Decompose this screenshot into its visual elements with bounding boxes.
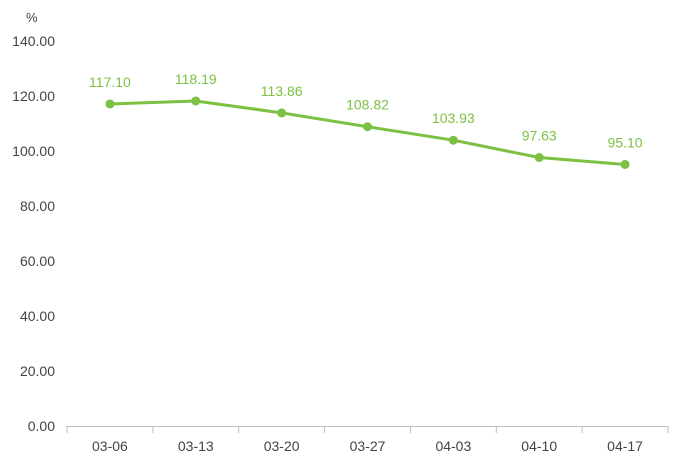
x-tick-label: 03-13 <box>178 438 214 454</box>
x-tick-label: 04-10 <box>521 438 557 454</box>
x-tick-label: 04-03 <box>435 438 471 454</box>
data-labels: 117.10 118.19 113.86 108.82 103.93 97.63 95.10 <box>89 71 643 150</box>
x-tick-label: 03-27 <box>350 438 386 454</box>
x-tick-label: 04-17 <box>607 438 643 454</box>
y-axis-ticks: 0.00 20.00 40.00 60.00 80.00 100.00 120.00 140.… <box>12 33 55 434</box>
data-point <box>448 135 458 145</box>
y-axis-unit-label: % <box>26 10 38 25</box>
x-axis-ticks: 03-06 03-13 03-20 03-27 04-03 04-10 04-17 <box>66 426 669 454</box>
data-label: 95.10 <box>608 134 643 150</box>
data-label: 108.82 <box>346 97 389 113</box>
data-point <box>105 99 115 109</box>
data-label: 118.19 <box>175 71 217 87</box>
y-tick-label: 60.00 <box>20 253 55 269</box>
x-tick-label: 03-06 <box>92 438 128 454</box>
y-tick-label: 140.00 <box>12 33 55 49</box>
y-tick-label: 80.00 <box>20 198 55 214</box>
y-tick-label: 20.00 <box>20 363 55 379</box>
data-point <box>363 122 372 132</box>
x-tick-label: 03-20 <box>264 438 300 454</box>
y-tick-label: 100.00 <box>12 143 55 159</box>
data-label: 117.10 <box>89 74 131 90</box>
data-label: 103.93 <box>432 110 475 126</box>
data-label: 97.63 <box>522 128 557 144</box>
data-point <box>620 159 630 169</box>
y-tick-label: 0.00 <box>28 418 55 434</box>
data-point <box>277 108 287 118</box>
data-point <box>534 153 544 163</box>
data-point <box>191 96 201 106</box>
data-points <box>105 96 630 169</box>
y-tick-label: 120.00 <box>12 88 55 104</box>
data-label: 113.86 <box>261 83 303 99</box>
y-tick-label: 40.00 <box>20 308 55 324</box>
